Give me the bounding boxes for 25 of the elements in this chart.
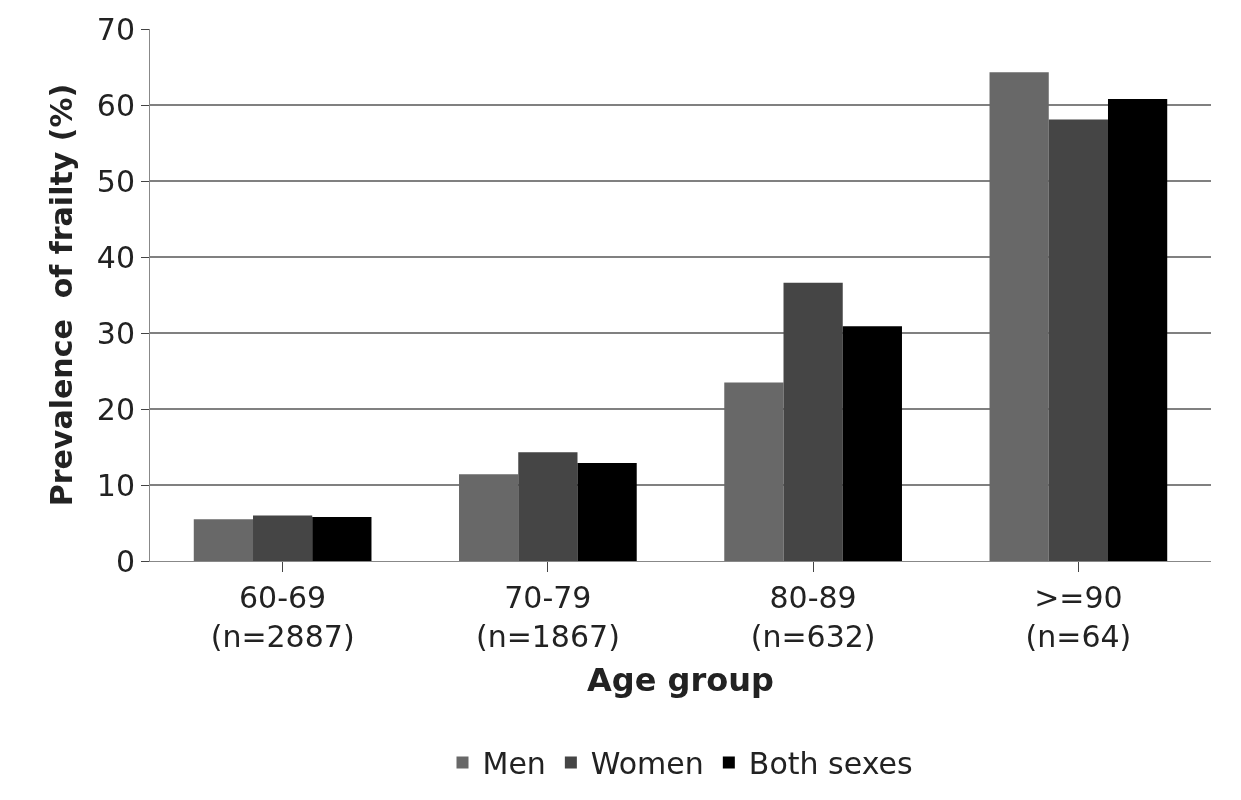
y-tick-label: 50: [96, 163, 135, 199]
x-axis-title: Age group: [587, 660, 774, 699]
bar: [312, 516, 372, 561]
y-tick-label: 10: [96, 467, 135, 503]
bar: [1107, 98, 1168, 561]
bar: [989, 72, 1049, 561]
legend-label: Women: [590, 746, 704, 782]
x-tick-label: >=90 (n=64): [1025, 580, 1132, 654]
y-tick-label: 70: [96, 11, 135, 47]
x-tick-label: 60-69 (n=2887): [210, 580, 355, 654]
y-tick-label: 20: [96, 391, 135, 427]
y-axis-title: Prevalence of frailty (%): [43, 83, 79, 507]
y-tick-label: 40: [96, 239, 135, 275]
y-tick-label: 30: [96, 315, 135, 351]
legend-label: Men: [482, 746, 546, 782]
bar: [842, 326, 902, 561]
y-tick-label: 0: [115, 543, 135, 579]
x-tick-label: 70-79 (n=1867): [475, 580, 620, 654]
bar: [724, 382, 784, 561]
bar: [193, 519, 254, 561]
x-tick-label: 80-89 (n=632): [750, 580, 876, 654]
bar: [459, 474, 519, 561]
legend-label: Both sexes: [748, 746, 913, 782]
bar: [577, 462, 637, 561]
y-tick-label: 60: [96, 87, 135, 123]
